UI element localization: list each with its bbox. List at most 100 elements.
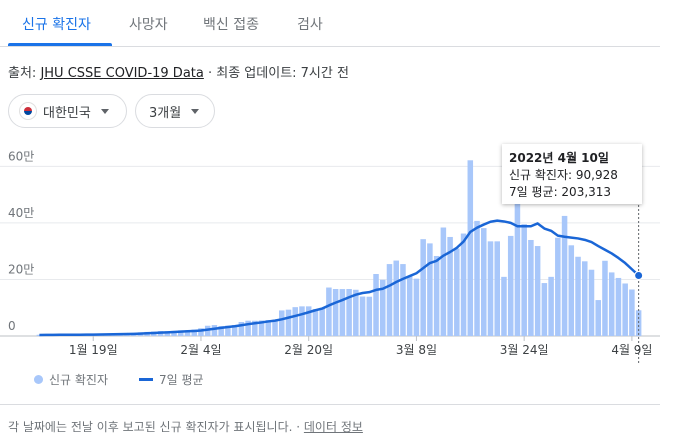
case-bar xyxy=(534,246,541,336)
cases-chart[interactable]: 0 20만 40만 60만 1월 19일 2월 4일 2월 20일 3월 8일 3월 24일 4월… xyxy=(0,0,675,370)
source-line: 출처: JHU CSSE COVID-19 Data · 최종 업데이트: 7시… xyxy=(8,62,349,81)
case-bar xyxy=(555,237,561,336)
case-bar xyxy=(507,235,514,336)
average-line xyxy=(39,219,640,337)
case-bar xyxy=(359,296,366,336)
tab-new-cases[interactable]: 신규 확진자 xyxy=(22,17,91,33)
case-bar xyxy=(272,319,278,336)
tab-tests[interactable]: 검사 xyxy=(297,17,323,33)
case-bar xyxy=(595,300,601,336)
case-bar xyxy=(373,274,379,336)
tooltip-date: 2022년 4월 10일 xyxy=(509,151,609,165)
case-bar xyxy=(629,289,635,336)
tooltip-average: 7일 평균: 203,313 xyxy=(509,185,612,199)
case-bar xyxy=(615,277,622,336)
y-tick-label: 20만 xyxy=(8,262,34,276)
case-bar xyxy=(501,276,507,336)
data-info-link[interactable]: 데이터 정보 xyxy=(303,420,363,434)
chevron-down-icon xyxy=(191,108,200,114)
active-tab-indicator xyxy=(8,43,112,46)
case-bar xyxy=(406,276,413,336)
case-bar xyxy=(575,256,581,336)
period-dropdown[interactable]: 3개월 xyxy=(135,94,215,128)
case-bar xyxy=(353,289,359,336)
legend-dot-icon xyxy=(34,375,43,384)
y-tick-label: 60만 xyxy=(8,149,34,163)
x-tick-label: 2월 20일 xyxy=(284,343,333,357)
x-tick-label: 2월 4일 xyxy=(180,343,221,357)
case-bar xyxy=(541,283,548,336)
period-label: 3개월 xyxy=(149,105,182,121)
tooltip-cases: 신규 확진자: 90,928 xyxy=(509,168,618,182)
case-bar xyxy=(332,289,339,336)
case-bar xyxy=(326,287,332,336)
case-bar xyxy=(339,289,346,336)
korea-flag-icon xyxy=(19,102,37,120)
case-bar xyxy=(393,260,399,336)
case-bar xyxy=(420,239,426,336)
case-bar xyxy=(245,320,251,336)
case-bar xyxy=(171,330,177,336)
case-bar xyxy=(608,272,615,336)
legend-average-label: 7일 평균 xyxy=(159,373,204,387)
tab-deaths[interactable]: 사망자 xyxy=(129,17,168,33)
case-bar xyxy=(178,330,184,336)
case-bar xyxy=(568,245,575,336)
case-bar xyxy=(191,329,197,336)
case-bar xyxy=(184,330,191,336)
case-bar xyxy=(582,261,588,336)
case-bar xyxy=(231,325,238,336)
case-bar xyxy=(279,310,285,336)
case-bar xyxy=(622,283,628,336)
case-bar xyxy=(292,307,298,336)
footer-divider xyxy=(0,404,660,405)
legend-cases: 신규 확진자 xyxy=(34,371,108,388)
case-bar xyxy=(454,248,460,336)
case-bar xyxy=(36,334,43,336)
case-bar xyxy=(400,264,406,336)
x-tick-label: 3월 8일 xyxy=(396,343,437,357)
y-tick-label: 40만 xyxy=(8,206,34,220)
footer-text: 각 날짜에는 전날 이후 보고된 신규 확진자가 표시됩니다. · xyxy=(8,420,304,434)
case-bar xyxy=(285,309,292,336)
case-bar xyxy=(467,160,474,336)
case-bar xyxy=(164,331,171,336)
tab-vaccinations[interactable]: 백신 접종 xyxy=(203,17,259,33)
case-bar xyxy=(366,296,373,336)
case-bar xyxy=(427,243,433,336)
country-label: 대한민국 xyxy=(43,105,91,121)
case-bar xyxy=(561,215,568,336)
legend-cases-label: 신규 확진자 xyxy=(49,373,109,387)
case-bar xyxy=(305,306,312,336)
case-bar xyxy=(474,220,480,336)
chart-tooltip: 2022년 4월 10일 신규 확진자: 90,928 7일 평균: 203,3… xyxy=(502,144,642,204)
case-bar xyxy=(440,227,447,336)
case-bar xyxy=(588,269,595,336)
y-tick-label: 0 xyxy=(8,319,16,333)
footer-note: 각 날짜에는 전날 이후 보고된 신규 확진자가 표시됩니다. · 데이터 정보 xyxy=(8,418,363,435)
case-bar xyxy=(238,322,245,336)
case-bar xyxy=(346,289,352,336)
case-bar xyxy=(528,239,534,336)
case-bar xyxy=(198,328,204,336)
case-bar xyxy=(252,320,258,336)
case-bar xyxy=(433,255,440,336)
case-bar xyxy=(487,241,494,336)
case-bar xyxy=(521,224,527,336)
legend-average: 7일 평균 xyxy=(139,371,204,388)
case-bar xyxy=(548,276,554,336)
case-bar xyxy=(386,264,393,336)
case-bar xyxy=(218,326,224,336)
case-bar xyxy=(514,197,521,336)
case-bar xyxy=(481,228,487,336)
case-bar xyxy=(460,233,467,336)
case-bar xyxy=(494,241,500,336)
case-bar xyxy=(211,325,218,336)
source-link[interactable]: JHU CSSE COVID-19 Data xyxy=(40,66,204,81)
tab-bar: 신규 확진자 사망자 백신 접종 검사 xyxy=(0,0,660,47)
case-bar xyxy=(635,310,642,336)
case-bar xyxy=(380,279,386,336)
last-updated: · 최종 업데이트: 7시간 전 xyxy=(203,66,349,81)
country-dropdown[interactable]: 대한민국 xyxy=(8,94,127,128)
x-tick-label: 3월 24일 xyxy=(500,343,549,357)
